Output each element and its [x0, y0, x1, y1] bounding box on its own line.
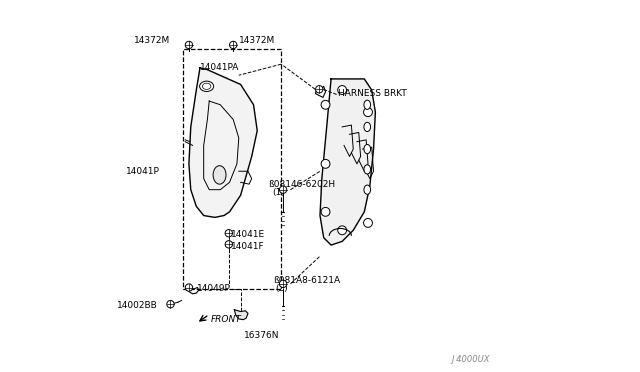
- Polygon shape: [189, 68, 257, 217]
- Circle shape: [338, 86, 347, 94]
- Circle shape: [364, 108, 372, 116]
- Circle shape: [321, 160, 330, 168]
- Text: FRONT: FRONT: [211, 315, 242, 324]
- Circle shape: [280, 280, 287, 288]
- Ellipse shape: [364, 165, 371, 174]
- Text: 14049P: 14049P: [197, 284, 231, 293]
- Polygon shape: [320, 79, 376, 245]
- Ellipse shape: [364, 144, 371, 154]
- Text: (1): (1): [272, 188, 285, 197]
- Text: 14372M: 14372M: [239, 36, 275, 45]
- Text: 14041PA: 14041PA: [200, 63, 239, 72]
- Text: (2): (2): [276, 284, 288, 293]
- Polygon shape: [234, 310, 248, 320]
- Circle shape: [185, 41, 193, 49]
- Circle shape: [225, 230, 232, 237]
- Circle shape: [280, 186, 287, 193]
- Circle shape: [225, 241, 232, 248]
- Text: ß081A8-6121A: ß081A8-6121A: [273, 276, 340, 285]
- Circle shape: [321, 208, 330, 216]
- Ellipse shape: [200, 81, 214, 92]
- Text: 16376N: 16376N: [244, 331, 280, 340]
- Circle shape: [316, 86, 323, 93]
- Circle shape: [230, 41, 237, 49]
- Circle shape: [167, 301, 174, 308]
- Ellipse shape: [364, 100, 371, 109]
- Circle shape: [185, 284, 193, 291]
- Text: 14041F: 14041F: [232, 243, 265, 251]
- Circle shape: [321, 100, 330, 109]
- Ellipse shape: [364, 185, 371, 194]
- Circle shape: [364, 218, 372, 227]
- Text: ß08146-6202H: ß08146-6202H: [268, 180, 335, 189]
- Text: 14002BB: 14002BB: [116, 301, 157, 311]
- Text: 14041E: 14041E: [232, 230, 266, 239]
- Ellipse shape: [213, 166, 226, 184]
- Circle shape: [338, 226, 347, 235]
- Text: HARNESS BRKT: HARNESS BRKT: [339, 89, 407, 98]
- Text: J 4000UX: J 4000UX: [451, 355, 490, 364]
- Ellipse shape: [364, 122, 371, 132]
- Text: 14372M: 14372M: [134, 36, 170, 45]
- Text: 14041P: 14041P: [125, 167, 159, 176]
